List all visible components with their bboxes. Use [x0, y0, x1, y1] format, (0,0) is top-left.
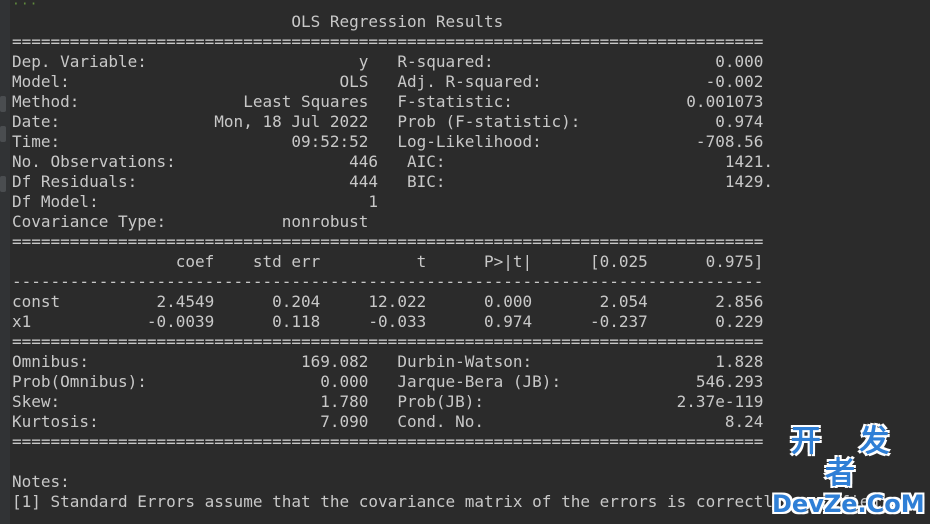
output-line: Df Residuals: 444 BIC: 1429. [12, 172, 773, 191]
output-line: Method: Least Squares F-statistic: 0.001… [12, 92, 764, 111]
cell-ellipsis-icon: ··· [12, 0, 39, 12]
output-line: coef std err t P>|t| [0.025 0.975] [12, 252, 764, 271]
output-line: [1] Standard Errors assume that the cova… [12, 492, 889, 511]
output-line: ========================================… [12, 32, 764, 51]
output-line: x1 -0.0039 0.118 -0.033 0.974 -0.237 0.2… [12, 312, 764, 331]
output-line: Df Model: 1 [12, 192, 773, 211]
output-line: Notes: [12, 472, 70, 491]
output-line: const 2.4549 0.204 12.022 0.000 2.054 2.… [12, 292, 764, 311]
output-line: OLS Regression Results [12, 12, 773, 31]
gutter-fold-marker [0, 126, 6, 142]
output-line: ----------------------------------------… [12, 272, 764, 291]
gutter-fold-marker [0, 96, 6, 112]
output-line: Date: Mon, 18 Jul 2022 Prob (F-statistic… [12, 112, 764, 131]
gutter-fold-marker [0, 176, 6, 192]
output-line: Covariance Type: nonrobust [12, 212, 764, 231]
ols-results-output: OLS Regression Results =================… [12, 12, 889, 512]
output-line: No. Observations: 446 AIC: 1421. [12, 152, 773, 171]
output-line: Dep. Variable: y R-squared: 0.000 [12, 52, 764, 71]
output-line: Skew: 1.780 Prob(JB): 2.37e-119 [12, 392, 764, 411]
output-line: ========================================… [12, 332, 764, 351]
output-line: ========================================… [12, 432, 764, 451]
output-line: Model: OLS Adj. R-squared: -0.002 [12, 72, 764, 91]
output-line: Time: 09:52:52 Log-Likelihood: -708.56 [12, 132, 764, 151]
output-line: ========================================… [12, 232, 764, 251]
output-line: Prob(Omnibus): 0.000 Jarque-Bera (JB): 5… [12, 372, 764, 391]
output-line: Kurtosis: 7.090 Cond. No. 8.24 [12, 412, 764, 431]
output-line: Omnibus: 169.082 Durbin-Watson: 1.828 [12, 352, 764, 371]
editor-gutter [0, 0, 10, 524]
